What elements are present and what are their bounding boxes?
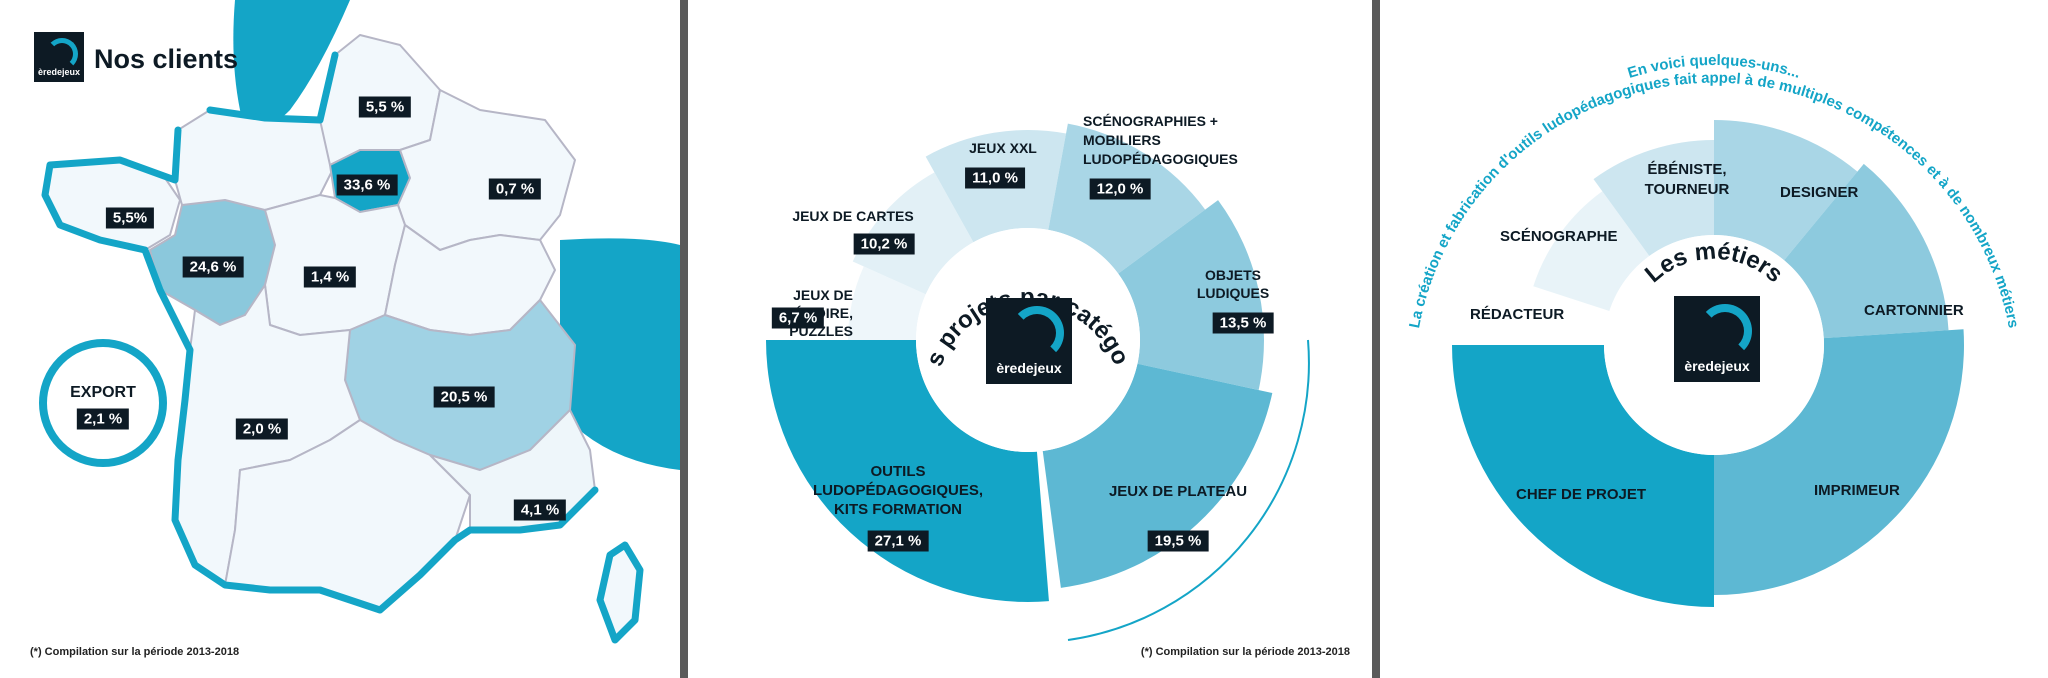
badge-nord: 5,5 % — [358, 96, 412, 118]
badge-export: 2,1 % — [76, 408, 130, 430]
coast-outline — [41, 51, 644, 644]
label-outils: OUTILS LUDOPÉDAGOGIQUES, KITS FORMATION — [812, 463, 984, 518]
job-redacteur: RÉDACTEUR — [1470, 306, 1565, 323]
metiers-sector-6 — [1452, 345, 1714, 607]
metiers-sector-2 — [1593, 140, 1714, 257]
decor-shape-top — [233, 0, 350, 130]
badge-grand-est: 0,7 % — [488, 178, 542, 200]
export-label: EXPORT — [70, 384, 136, 401]
projets-footnote: (*) Compilation sur la période 2013-2018 — [1140, 646, 1350, 658]
logo-text: èredejeux — [37, 67, 81, 77]
projets-logo: èredejeux — [986, 298, 1072, 384]
badge-centre: 1,4 % — [303, 266, 357, 288]
badge-auvergne-rhone-alpes: 20,5 % — [433, 386, 495, 408]
logo-text: èredejeux — [996, 360, 1062, 376]
value-memoire: 6,7 % — [771, 307, 825, 329]
projets-panel: Les projets par catégorie èredejeux OUTI… — [688, 0, 1372, 678]
donut-slice-2 — [852, 172, 974, 295]
badge-bretagne: 5,5% — [105, 207, 155, 229]
metiers-panel: Les métiers La création et fabrication d… — [1380, 0, 2048, 678]
value-scenographies: 12,0 % — [1089, 178, 1151, 200]
job-cartonnier: CARTONNIER — [1864, 302, 1964, 319]
metiers-logo: èredejeux — [1674, 296, 1760, 382]
metiers-sector-3 — [1714, 120, 1858, 261]
logo-arc-icon — [1010, 306, 1064, 360]
value-objets: 13,5 % — [1212, 312, 1274, 334]
label-objets: OBJETS LUDIQUES — [1196, 267, 1270, 301]
clients-panel: èredejeux Nos clients 5,5 % 33,6 % 0,7 %… — [0, 0, 680, 678]
label-cartes: JEUX DE CARTES — [792, 208, 914, 224]
badge-sud-ouest: 2,0 % — [235, 418, 289, 440]
job-ebeniste: ÉBÉNISTE, TOURNEUR — [1644, 161, 1730, 198]
badge-provence: 4,1 % — [513, 499, 567, 521]
metiers-sector-0 — [1514, 283, 1610, 345]
value-cartes: 10,2 % — [853, 233, 915, 255]
metiers-sector-4 — [1784, 163, 1949, 339]
job-chef-de-projet: CHEF DE PROJET — [1516, 486, 1647, 503]
value-xxl: 11,0 % — [965, 167, 1025, 189]
donut-slice-6 — [1042, 363, 1273, 588]
job-imprimeur: IMPRIMEUR — [1814, 482, 1900, 499]
value-outils: 27,1 % — [867, 530, 929, 552]
logo-arc-icon — [1698, 304, 1752, 358]
export-ring — [39, 339, 167, 467]
metiers-sector-1 — [1533, 191, 1650, 312]
logo-text: èredejeux — [1684, 358, 1750, 374]
donut-slice-0 — [766, 340, 1049, 602]
donut-slice-1 — [848, 266, 926, 340]
badge-pays-de-la-loire: 24,6 % — [182, 256, 244, 278]
clients-map — [39, 0, 680, 644]
brand-logo: èredejeux — [34, 32, 84, 82]
logo-arc-icon — [46, 38, 78, 70]
donut-outer-arc — [1067, 339, 1310, 641]
region-normandie — [174, 109, 336, 211]
badge-ile-de-france: 33,6 % — [336, 174, 398, 196]
label-scenographies: SCÉNOGRAPHIES + MOBILIERS LUDOPÉDAGOGIQU… — [1083, 113, 1238, 167]
clients-footnote: (*) Compilation sur la période 2013-2018 — [30, 646, 240, 658]
donut-slice-5 — [1118, 200, 1264, 391]
label-xxl: JEUX XXL — [969, 140, 1037, 156]
job-scenographe: SCÉNOGRAPHE — [1500, 228, 1618, 245]
job-designer: DESIGNER — [1780, 184, 1859, 201]
label-plateau: JEUX DE PLATEAU — [1108, 483, 1248, 500]
clients-title: Nos clients — [94, 44, 239, 74]
decor-shape-right — [560, 238, 680, 470]
value-plateau: 19,5 % — [1147, 530, 1209, 552]
metiers-sector-5 — [1714, 329, 1964, 595]
region-centre — [264, 194, 406, 336]
